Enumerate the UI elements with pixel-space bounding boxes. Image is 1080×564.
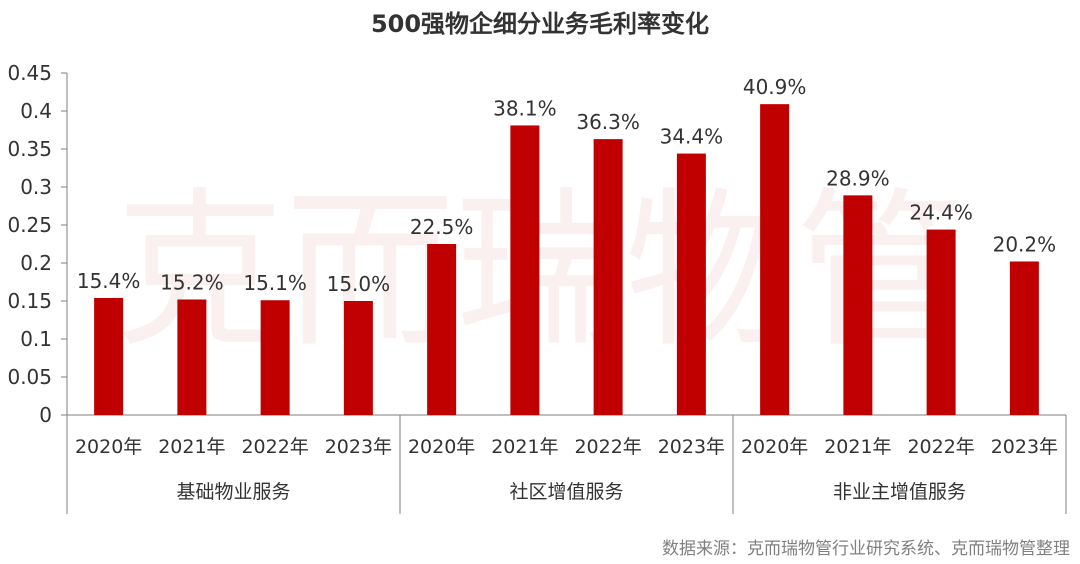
data-label: 28.9% — [826, 166, 890, 190]
y-tick-label: 0.25 — [7, 213, 52, 237]
y-tick-label: 0.2 — [20, 251, 52, 275]
bar — [94, 297, 124, 415]
x-category-label: 2023年 — [991, 436, 1058, 458]
data-label: 15.2% — [160, 270, 224, 294]
bar — [593, 139, 623, 415]
bar — [1009, 261, 1039, 415]
bar — [177, 299, 207, 415]
data-label: 38.1% — [493, 96, 557, 120]
bar — [843, 195, 873, 415]
y-tick-label: 0.35 — [7, 137, 52, 161]
group-label: 非业主增值服务 — [833, 481, 966, 503]
x-category-label: 2020年 — [408, 436, 475, 458]
bar — [343, 301, 373, 415]
data-labels: 15.4% 15.2% 15.1% 15.0% 22.5% 38.1% 36.3% 34.4%… — [77, 75, 1056, 296]
x-category-label: 2023年 — [658, 436, 725, 458]
data-label: 40.9% — [743, 75, 807, 99]
chart-title: 500强物企细分业务毛利率变化 — [371, 10, 709, 38]
y-tick-label: 0.4 — [20, 99, 52, 123]
group-label: 基础物业服务 — [176, 481, 290, 503]
data-label: 15.0% — [327, 272, 391, 296]
x-category-label: 2020年 — [75, 436, 142, 458]
x-category-label: 2021年 — [491, 436, 558, 458]
axes: 0 0.05 0.1 0.15 0.2 0.25 0.3 0.35 0.4 0.45 2020年 20… — [7, 61, 1067, 514]
data-label: 22.5% — [410, 215, 474, 239]
x-category-label: 2022年 — [574, 436, 641, 458]
watermark: 克而瑞物管 — [115, 173, 965, 371]
bars — [94, 104, 1039, 415]
y-tick-label: 0.05 — [7, 365, 52, 389]
data-label: 36.3% — [576, 110, 640, 134]
x-category-label: 2023年 — [325, 436, 392, 458]
data-label: 15.1% — [243, 271, 307, 295]
x-category-label: 2022年 — [907, 436, 974, 458]
bar — [260, 300, 290, 415]
x-category-label: 2020年 — [741, 436, 808, 458]
data-label: 20.2% — [993, 232, 1057, 256]
y-tick-label: 0 — [39, 403, 52, 427]
bar — [510, 125, 540, 415]
y-tick-label: 0.15 — [7, 289, 52, 313]
group-label: 社区增值服务 — [509, 481, 623, 503]
x-category-label: 2021年 — [158, 436, 225, 458]
bar — [760, 104, 790, 415]
y-tick-label: 0.3 — [20, 175, 52, 199]
bar — [676, 153, 706, 415]
source-note: 数据来源：克而瑞物管行业研究系统、克而瑞物管整理 — [662, 539, 1070, 559]
data-label: 34.4% — [660, 125, 724, 149]
x-category-label: 2021年 — [824, 436, 891, 458]
x-category-label: 2022年 — [241, 436, 308, 458]
y-tick-label: 0.1 — [20, 327, 52, 351]
bar — [926, 229, 956, 415]
data-label: 24.4% — [909, 201, 973, 225]
data-label: 15.4% — [77, 269, 141, 293]
bar — [427, 244, 457, 415]
y-tick-label: 0.45 — [7, 61, 52, 85]
